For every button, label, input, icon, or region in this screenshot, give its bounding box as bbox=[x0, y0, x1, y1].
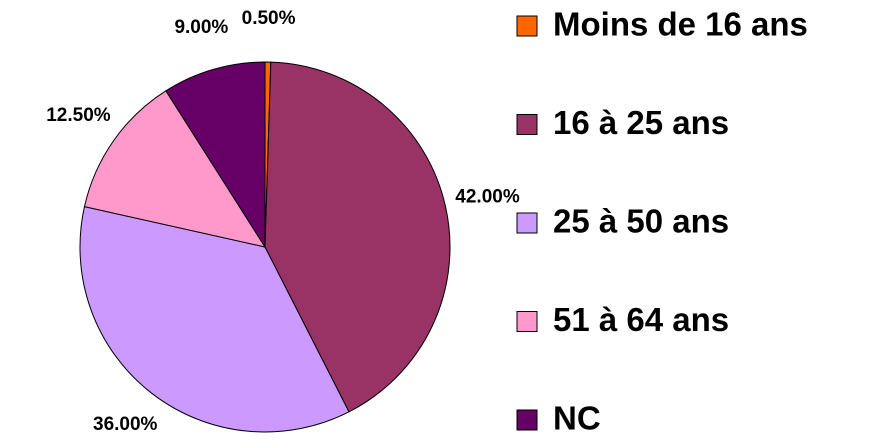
pie-slice bbox=[83, 90, 267, 248]
legend-label: NC bbox=[553, 400, 601, 437]
legend-swatch bbox=[516, 15, 538, 37]
legend-swatch bbox=[516, 212, 538, 234]
legend-label: Moins de 16 ans bbox=[553, 6, 808, 43]
value-label: 42.00% bbox=[455, 186, 520, 207]
value-label: 12.50% bbox=[46, 105, 111, 126]
legend-swatch bbox=[516, 311, 538, 332]
legend-label: 51 à 64 ans bbox=[553, 301, 729, 338]
value-label: 36.00% bbox=[93, 414, 158, 435]
pie-slice bbox=[79, 206, 350, 433]
legend-label: 25 à 50 ans bbox=[553, 203, 729, 240]
pie-slice bbox=[165, 61, 266, 249]
pie-slice bbox=[264, 61, 451, 413]
value-label: 9.00% bbox=[174, 17, 228, 38]
legend-label: 16 à 25 ans bbox=[553, 104, 729, 141]
value-label: 0.50% bbox=[242, 8, 296, 29]
legend-swatch bbox=[516, 409, 538, 431]
legend-swatch bbox=[516, 114, 538, 135]
